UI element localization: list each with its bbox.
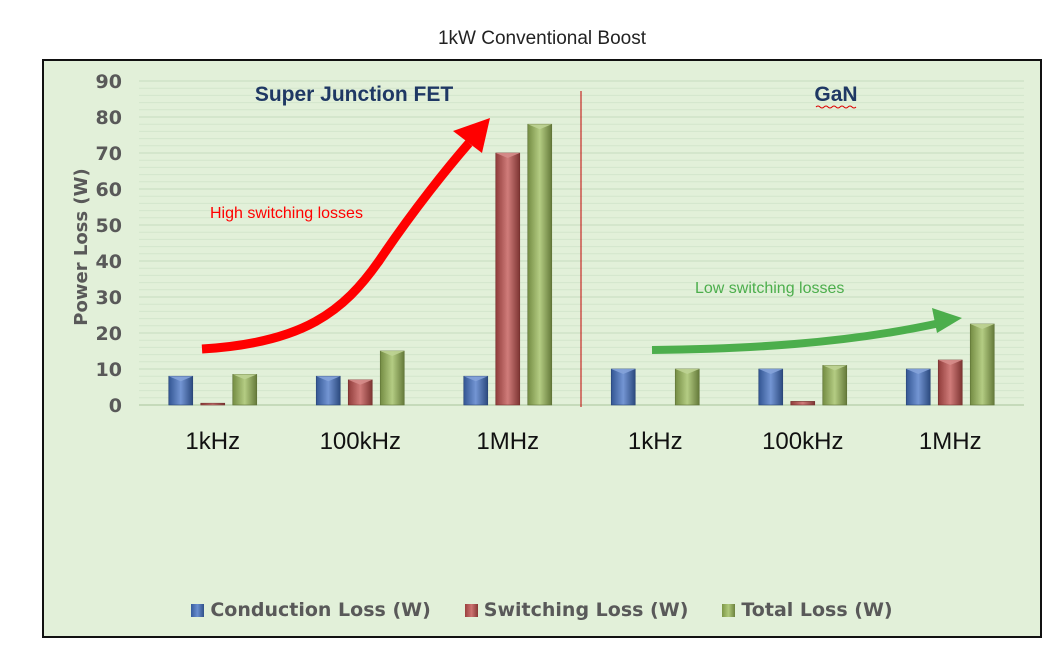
bar-cap [970,324,995,329]
annotation-high-switching: High switching losses [210,205,363,222]
legend-item: Switching Loss (W) [464,599,689,621]
bar-cap [463,376,488,382]
legend-label: Switching Loss (W) [483,599,689,621]
bar-cap [822,365,847,371]
bar-cap [527,124,552,130]
red-arrow-head [453,118,490,153]
bar-cap [232,374,257,380]
chart-legend: Conduction Loss (W) Switching Loss (W) Tot… [44,599,1040,621]
chart-title: 1kW Conventional Boost [437,28,647,49]
y-tick-label: 60 [96,179,122,201]
legend-swatch [191,603,205,617]
bar-cap [938,360,963,365]
y-tick-label: 70 [96,143,122,165]
bar-cap [758,369,783,374]
green-arrow-shaft [651,319,941,354]
bar-conduction-5 [905,368,931,406]
chart-svg: 0 10 20 30 40 50 60 70 80 90 Power Loss (W) 1kHz 100… [71,71,1024,455]
annotation-low-switching: Low switching losses [695,280,844,297]
bar-switching-2 [495,152,521,406]
green-arrow-head [932,308,962,333]
bar-total-3 [674,368,700,406]
bar-conduction-4 [758,368,784,406]
y-tick-label: 90 [96,71,122,93]
bar-switching-5 [937,359,963,406]
legend-swatch [722,603,736,617]
chart-area: 0 10 20 30 40 50 60 70 80 90 Power Loss (W) 1kHz 100… [42,59,1042,638]
legend-item: Total Loss (W) [722,599,893,621]
y-tick-label: 50 [96,215,122,237]
y-tick-label: 40 [96,251,122,273]
x-tick-label: 100kHz [320,428,401,455]
y-tick-label: 10 [96,359,122,381]
x-tick-label: 1kHz [628,428,683,455]
bar-total-1 [379,350,405,406]
bar-conduction-3 [610,368,636,406]
bar-cap [675,369,700,374]
group-label-super-junction-fet: Super Junction FET [255,83,454,106]
bar-cap [348,379,373,385]
y-tick-label: 30 [96,287,122,309]
y-axis-label: Power Loss (W) [71,168,92,325]
x-tick-label: 1kHz [185,428,240,455]
bar-switching-0 [200,402,226,406]
legend-label: Total Loss (W) [741,599,893,621]
x-tick-label: 1MHz [919,428,982,455]
y-tick-label: 0 [109,395,122,417]
spellcheck-underline [815,105,857,109]
bar-cap [168,376,193,382]
bar-total-4 [822,365,848,406]
legend-swatch [464,603,478,617]
bar-switching-4 [790,401,816,406]
bar-cap [316,376,341,382]
bar-cap [380,351,405,356]
y-tick-label: 80 [96,107,122,129]
legend-item: Conduction Loss (W) [191,599,431,621]
bar-cap [906,369,931,374]
bar-cap [495,153,520,158]
red-arrow-shaft [201,140,473,354]
x-tick-label: 100kHz [762,428,843,455]
group-label-gan: GaN [814,83,857,106]
bar-total-2 [527,123,553,406]
bar-total-0 [232,374,258,406]
legend-label: Conduction Loss (W) [210,599,431,621]
x-tick-label: 1MHz [476,428,539,455]
y-tick-label: 20 [96,323,122,345]
bar-cap [611,369,636,374]
bar-total-5 [969,323,995,406]
